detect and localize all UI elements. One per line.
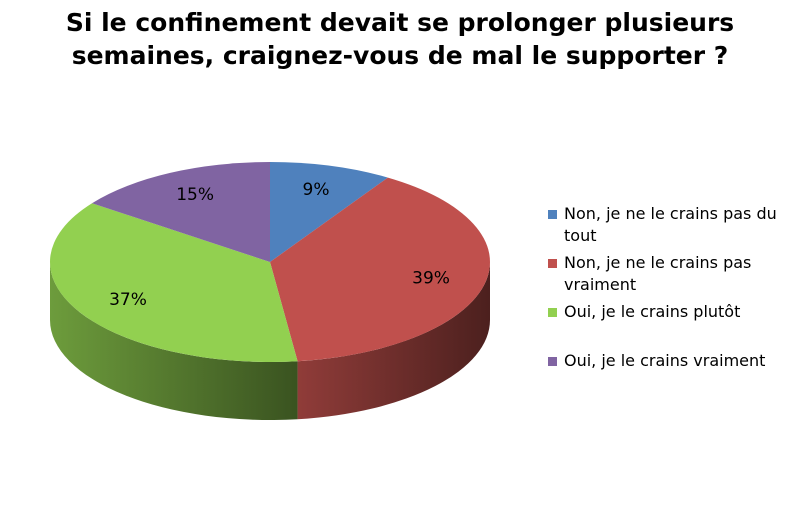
chart-title: Si le confinement devait se prolonger pl… (65, 8, 735, 70)
slice (50, 203, 298, 362)
legend-label: Oui, je le crains vraiment (564, 351, 766, 370)
slice-side (297, 262, 490, 420)
legend-label: Non, je ne le crains pas du tout (564, 204, 777, 245)
data-label: 9% (303, 180, 330, 200)
data-label: 37% (109, 290, 147, 310)
legend-swatch (548, 357, 557, 366)
legend-item: Oui, je le crains vraiment (548, 350, 788, 372)
slice (270, 177, 490, 362)
legend-label: Non, je ne le crains pas vraiment (564, 253, 752, 294)
legend-item: Non, je ne le crains pas du tout (548, 203, 788, 247)
legend-swatch (548, 308, 557, 317)
legend-item: Oui, je le crains plutôt (548, 301, 788, 323)
slice (92, 162, 270, 262)
slice (270, 162, 388, 262)
legend-item: Non, je ne le crains pas vraiment (548, 252, 788, 296)
legend-swatch (548, 210, 557, 219)
slice-side (50, 262, 298, 420)
legend-label: Oui, je le crains plutôt (564, 302, 741, 321)
data-label: 15% (176, 185, 214, 205)
legend-swatch (548, 259, 557, 268)
data-label: 39% (412, 268, 450, 288)
